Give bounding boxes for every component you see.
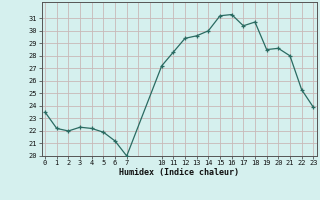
X-axis label: Humidex (Indice chaleur): Humidex (Indice chaleur) — [119, 168, 239, 177]
